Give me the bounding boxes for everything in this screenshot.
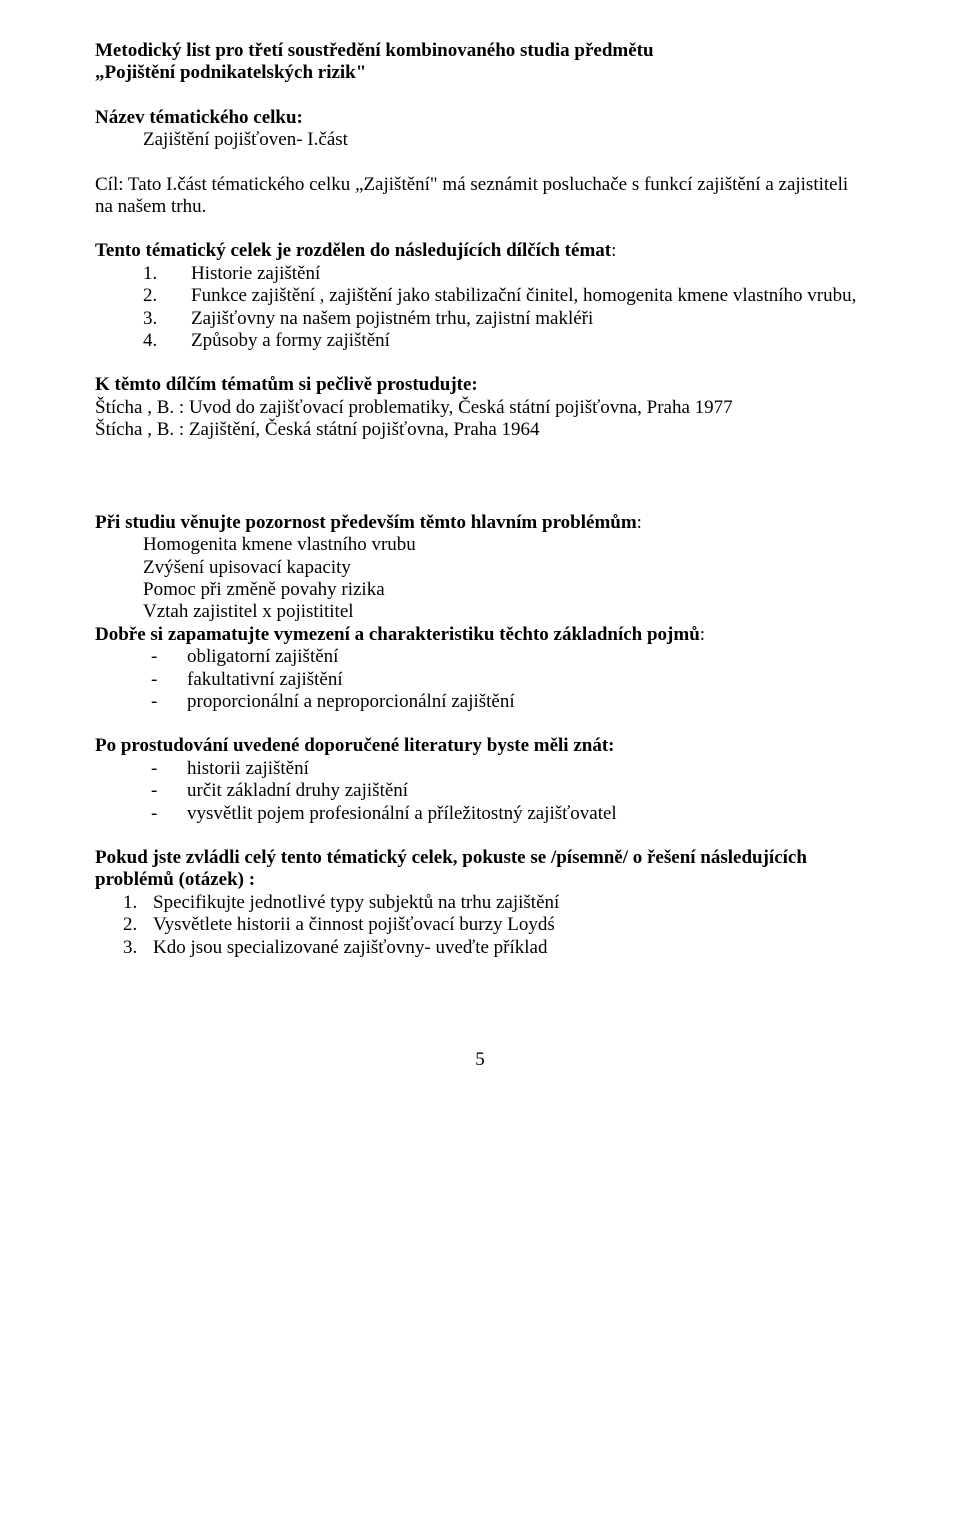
list-item-text: vysvětlit pojem profesionální a příležit…: [187, 803, 865, 825]
topic-block: Název tématického celku: Zajištění pojiš…: [95, 107, 865, 152]
dash-icon: -: [143, 691, 187, 713]
division-item-number: 2.: [143, 285, 191, 307]
division-item-number: 1.: [143, 263, 191, 285]
division-item: 2. Funkce zajištění , zajištění jako sta…: [143, 285, 865, 307]
topic-value: Zajištění pojišťoven- I.část: [95, 129, 865, 151]
goal-block: Cíl: Tato I.část tématického celku „Zaji…: [95, 174, 865, 219]
focus-line: Zvýšení upisovací kapacity: [95, 557, 865, 579]
tasks-item-number: 2.: [123, 914, 153, 936]
list-item: - fakultativní zajištění: [143, 669, 865, 691]
tasks-item-number: 3.: [123, 937, 153, 959]
focus-heading: Při studiu věnujte pozornost především t…: [95, 512, 865, 534]
focus-line: Pomoc při změně povahy rizika: [95, 579, 865, 601]
list-item-text: historii zajištění: [187, 758, 865, 780]
tasks-item: 3. Kdo jsou specializované zajišťovny- u…: [123, 937, 865, 959]
page-number: 5: [95, 1049, 865, 1071]
tasks-item-text: Kdo jsou specializované zajišťovny- uveď…: [153, 937, 865, 959]
division-item: 4. Způsoby a formy zajištění: [143, 330, 865, 352]
list-item-text: určit základní druhy zajištění: [187, 780, 865, 802]
division-intro-tail: :: [611, 240, 616, 261]
heading-line1: Metodický list pro třetí soustředění kom…: [95, 40, 865, 62]
division-block: Tento tématický celek je rozdělen do nás…: [95, 240, 865, 352]
division-item-text: Historie zajištění: [191, 263, 865, 285]
list-item-text: proporcionální a neproporcionální zajišt…: [187, 691, 865, 713]
division-item-number: 3.: [143, 308, 191, 330]
list-item: - proporcionální a neproporcionální zaji…: [143, 691, 865, 713]
division-intro-bold: Tento tématický celek je rozdělen do nás…: [95, 240, 611, 261]
tasks-item: 2. Vysvětlete historii a činnost pojišťo…: [123, 914, 865, 936]
division-item: 3. Zajišťovny na našem pojistném trhu, z…: [143, 308, 865, 330]
division-list: 1. Historie zajištění 2. Funkce zajištěn…: [95, 263, 865, 353]
division-item: 1. Historie zajištění: [143, 263, 865, 285]
division-item-number: 4.: [143, 330, 191, 352]
focus-heading-tail: :: [637, 512, 642, 533]
tasks-item: 1. Specifikujte jednotlivé typy subjektů…: [123, 892, 865, 914]
memorize-heading-tail: :: [700, 624, 705, 645]
dash-icon: -: [143, 758, 187, 780]
list-item-text: obligatorní zajištění: [187, 646, 865, 668]
dash-icon: -: [143, 669, 187, 691]
memorize-block: Dobře si zapamatujte vymezení a charakte…: [95, 624, 865, 714]
goal-text: Cíl: Tato I.část tématického celku „Zaji…: [95, 174, 865, 219]
dash-icon: -: [143, 646, 187, 668]
list-item: - určit základní druhy zajištění: [143, 780, 865, 802]
study-heading: K těmto dílčím tématům si pečlivě prostu…: [95, 374, 865, 396]
after-list: - historii zajištění - určit základní dr…: [95, 758, 865, 825]
tasks-lead: Pokud jste zvládli celý tento tématický …: [95, 847, 865, 892]
memorize-heading-bold: Dobře si zapamatujte vymezení a charakte…: [95, 624, 700, 645]
list-item: - obligatorní zajištění: [143, 646, 865, 668]
list-item: - historii zajištění: [143, 758, 865, 780]
memorize-list: - obligatorní zajištění - fakultativní z…: [95, 646, 865, 713]
topic-label: Název tématického celku:: [95, 107, 865, 129]
study-ref: Štícha , B. : Uvod do zajišťovací proble…: [95, 397, 865, 419]
dash-icon: -: [143, 780, 187, 802]
focus-heading-bold: Při studiu věnujte pozornost především t…: [95, 512, 637, 533]
dash-icon: -: [143, 803, 187, 825]
list-item: - vysvětlit pojem profesionální a přílež…: [143, 803, 865, 825]
focus-block: Při studiu věnujte pozornost především t…: [95, 512, 865, 624]
document-heading: Metodický list pro třetí soustředění kom…: [95, 40, 865, 85]
list-item-text: fakultativní zajištění: [187, 669, 865, 691]
memorize-heading: Dobře si zapamatujte vymezení a charakte…: [95, 624, 865, 646]
tasks-list: 1. Specifikujte jednotlivé typy subjektů…: [95, 892, 865, 959]
tasks-block: Pokud jste zvládli celý tento tématický …: [95, 847, 865, 959]
tasks-item-text: Vysvětlete historii a činnost pojišťovac…: [153, 914, 865, 936]
division-intro: Tento tématický celek je rozdělen do nás…: [95, 240, 865, 262]
focus-line: Homogenita kmene vlastního vrubu: [95, 534, 865, 556]
study-ref: Štícha , B. : Zajištění, Česká státní po…: [95, 419, 865, 441]
heading-line2: „Pojištění podnikatelských rizik": [95, 62, 865, 84]
division-item-text: Funkce zajištění , zajištění jako stabil…: [191, 285, 865, 307]
tasks-item-number: 1.: [123, 892, 153, 914]
focus-line: Vztah zajistitel x pojistititel: [95, 601, 865, 623]
study-block: K těmto dílčím tématům si pečlivě prostu…: [95, 374, 865, 441]
division-item-text: Zajišťovny na našem pojistném trhu, zaji…: [191, 308, 865, 330]
tasks-item-text: Specifikujte jednotlivé typy subjektů na…: [153, 892, 865, 914]
after-heading: Po prostudování uvedené doporučené liter…: [95, 735, 865, 757]
after-block: Po prostudování uvedené doporučené liter…: [95, 735, 865, 825]
division-item-text: Způsoby a formy zajištění: [191, 330, 865, 352]
